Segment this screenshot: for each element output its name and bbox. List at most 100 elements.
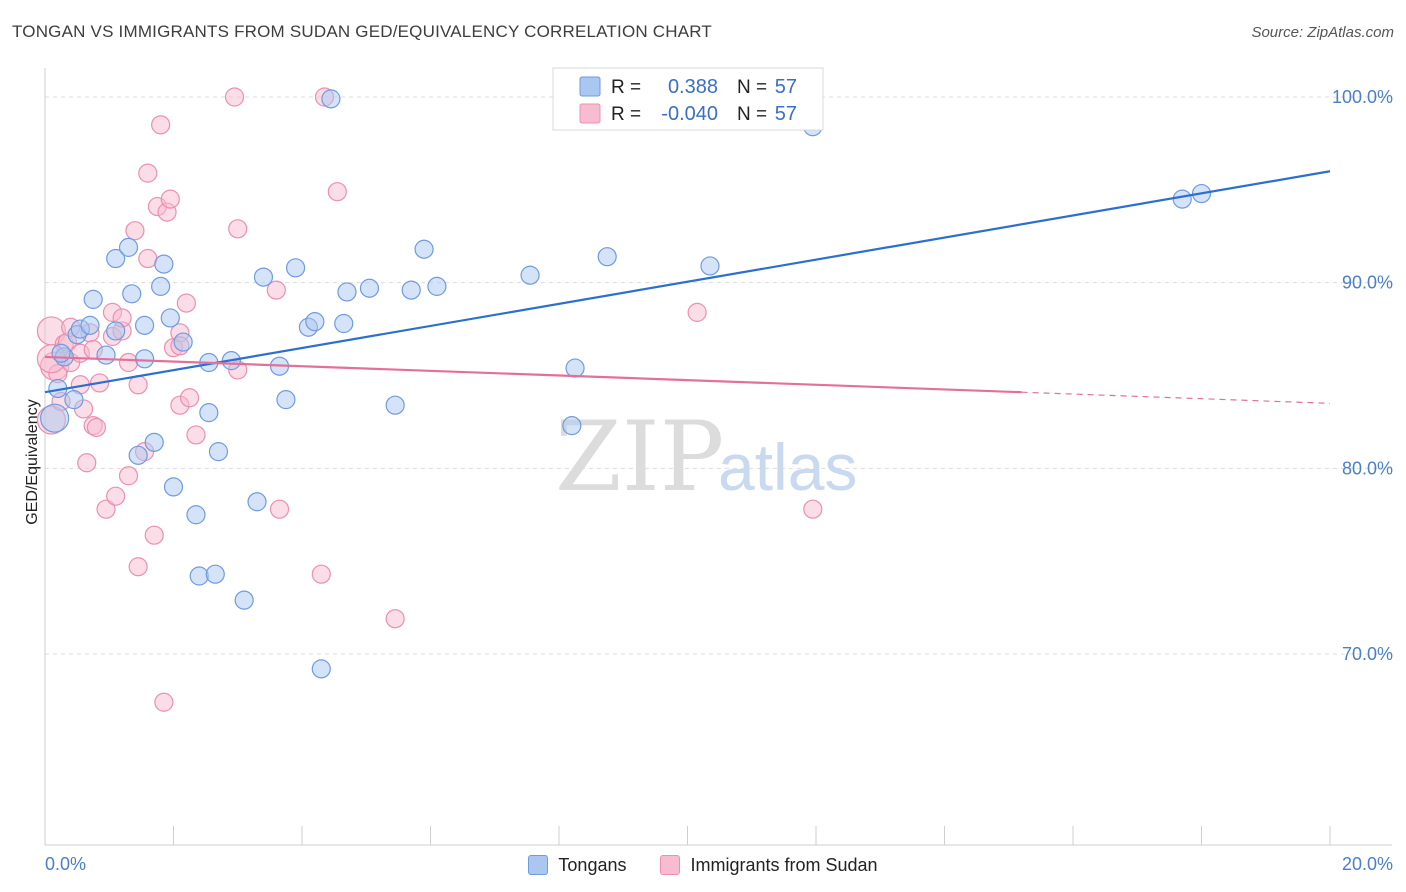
legend: Tongans Immigrants from Sudan	[0, 852, 1406, 878]
tongan-point	[199, 403, 219, 423]
sudan-point	[96, 499, 116, 519]
tongan-point	[160, 308, 180, 328]
sudan-point	[125, 221, 145, 241]
sudan-point	[138, 248, 158, 269]
legend-swatch-sudan	[660, 855, 681, 875]
axes	[44, 68, 1392, 846]
sudan-point	[106, 486, 126, 506]
tongan-point	[134, 349, 155, 369]
sudan-point	[224, 87, 245, 107]
tongan-point	[186, 505, 206, 525]
trend-lines	[44, 170, 1331, 404]
tongan-point	[700, 256, 720, 276]
tongan-point	[205, 564, 225, 584]
stats-r-label-tongans: R =	[611, 77, 641, 98]
tongan-point	[520, 265, 540, 285]
tongan-point	[151, 276, 171, 296]
y-tick-labels: 70.0% 80.0% 90.0% 100.0%	[1332, 87, 1393, 664]
sudan-point	[228, 219, 248, 239]
tongan-point	[118, 237, 139, 257]
tongan-point	[122, 284, 142, 304]
stats-n-label-tongans: N =	[737, 77, 767, 98]
sudan-point	[144, 525, 164, 545]
sudan-point	[385, 609, 405, 629]
sudan-point	[138, 163, 158, 183]
x-tick-label: 0.0%	[45, 854, 86, 874]
tongan-point	[385, 395, 405, 415]
tongan-point	[305, 312, 325, 332]
y-tick-label: 70.0%	[1342, 644, 1393, 664]
sudan-point	[128, 557, 148, 577]
sudan-trend-line	[44, 355, 1022, 394]
sudan-point	[687, 302, 707, 322]
chart-title: TONGAN VS IMMIGRANTS FROM SUDAN GED/EQUI…	[12, 22, 713, 41]
tongan-point	[144, 432, 164, 452]
tongan-point	[337, 282, 357, 302]
sudan-point	[311, 564, 331, 584]
tongan-point	[96, 345, 116, 365]
y-tick-label: 100.0%	[1332, 87, 1393, 107]
tongan-point	[163, 477, 184, 497]
legend-label-tongans: Tongans	[558, 854, 627, 875]
sudan-point	[179, 388, 200, 408]
tongan-point	[334, 313, 354, 334]
watermark-zip: ZIP	[555, 401, 724, 513]
stats-r-label-sudan: R =	[611, 104, 641, 125]
tongan-point	[285, 258, 306, 278]
tongan-point	[128, 445, 148, 465]
tongan-point	[106, 248, 126, 269]
sudan-points	[36, 87, 823, 712]
source-label: Source: ZipAtlas.com	[1251, 24, 1394, 41]
sudan-point	[269, 499, 290, 519]
tongan-point	[64, 390, 84, 410]
tongan-point	[565, 358, 585, 378]
y-axis-label: GED/Equivalency	[24, 399, 41, 524]
tongan-point	[189, 566, 209, 586]
stats-r-value-sudan: -0.040	[661, 103, 718, 125]
tongan-point	[359, 278, 380, 298]
sudan-point	[186, 425, 206, 445]
watermark-atlas: atlas	[718, 430, 857, 504]
legend-item-tongans[interactable]: Tongans	[528, 855, 626, 876]
legend-swatch-tongans	[528, 855, 549, 875]
sudan-point	[327, 182, 347, 202]
sudan-point	[77, 453, 97, 473]
tongan-point	[562, 416, 582, 436]
tongan-point	[321, 89, 341, 109]
tongan-point	[106, 321, 126, 341]
tongan-point	[80, 315, 100, 335]
tongan-point	[40, 403, 70, 433]
sudan-trend-line-extension	[1021, 391, 1331, 404]
tongan-point	[134, 315, 155, 335]
legend-item-sudan[interactable]: Immigrants from Sudan	[660, 855, 878, 876]
x-tick-label: 20.0%	[1342, 854, 1393, 874]
stats-n-label-sudan: N =	[737, 104, 767, 125]
tongan-point	[414, 239, 434, 259]
sudan-point	[266, 280, 286, 300]
stats-r-value-tongans: 0.388	[668, 76, 718, 98]
sudan-point	[160, 189, 180, 209]
tongan-point	[154, 254, 174, 274]
sudan-point	[176, 293, 196, 313]
sudan-point	[118, 466, 139, 486]
y-tick-label: 80.0%	[1342, 458, 1393, 478]
stats-box: R = 0.388 N = 57 R = -0.040 N = 57	[552, 67, 824, 131]
watermark: ZIP atlas	[555, 401, 857, 513]
tongan-point	[247, 492, 267, 512]
stats-swatch-tongans	[579, 76, 601, 97]
tongan-point	[253, 267, 274, 287]
stats-swatch-sudan	[579, 103, 601, 124]
tongan-point	[401, 280, 421, 300]
tongan-point	[597, 247, 617, 267]
sudan-point	[118, 352, 139, 373]
sudan-point	[128, 375, 148, 395]
tongan-point	[311, 659, 331, 679]
y-tick-label: 90.0%	[1342, 273, 1393, 293]
sudan-point	[803, 499, 823, 519]
tongan-point	[276, 390, 296, 410]
tongan-point	[234, 590, 254, 610]
sudan-point	[151, 115, 171, 135]
tongan-trend-line	[44, 170, 1331, 394]
x-tick-labels: 0.0% 20.0%	[45, 854, 1393, 874]
